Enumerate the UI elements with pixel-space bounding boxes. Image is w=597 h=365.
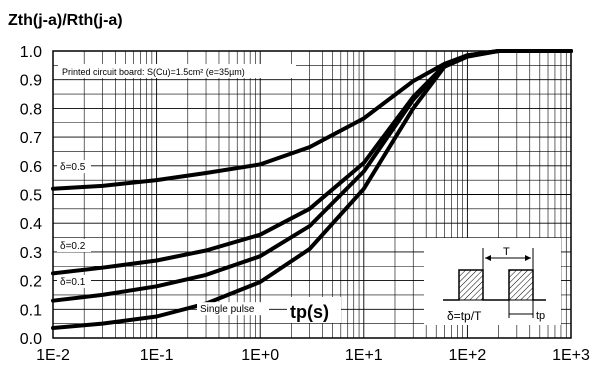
y-tick-label: 0.8 <box>20 101 42 118</box>
series-label: Single pulse <box>200 304 255 315</box>
y-tick-label: 0.1 <box>20 302 42 319</box>
y-tick-label: 1.0 <box>20 44 42 61</box>
y-tick-label: 0.0 <box>20 331 42 348</box>
x-tick-label: 1E+3 <box>552 347 590 364</box>
series-label-bg <box>57 160 91 174</box>
chart-title: Zth(j-a)/Rth(j-a) <box>8 12 123 29</box>
series-label-bg <box>57 239 91 253</box>
curves <box>51 49 573 330</box>
y-tick-label: 0.5 <box>20 188 42 205</box>
inset-duty-label: δ=tp/T <box>447 309 482 323</box>
series-label: δ=0.1 <box>60 277 86 288</box>
x-axis-label: tp(s) <box>287 297 341 323</box>
y-tick-label: 0.3 <box>20 245 42 262</box>
series-labels: δ=0.5 δ=0.2 δ=0.1 Single pulse <box>57 160 269 316</box>
x-tick-label: 1E-1 <box>140 347 174 364</box>
x-tick-label: 1E+0 <box>241 347 279 364</box>
series-label-bg <box>197 302 269 316</box>
duty-cycle-inset: T δ=tp/T tp <box>424 238 561 325</box>
x-tick-label: 1E+2 <box>448 347 486 364</box>
board-annotation: Printed circuit board: S(Cu)=1.5cm² (e=3… <box>58 64 296 78</box>
inset-pulse-label: tp <box>536 310 545 322</box>
series-line <box>51 49 573 330</box>
x-tick-label: 1E-2 <box>36 347 70 364</box>
x-axis-label-text: tp(s) <box>290 302 329 322</box>
series-label-bg <box>57 274 91 288</box>
board-annotation-text: Printed circuit board: S(Cu)=1.5cm² (e=3… <box>62 67 245 77</box>
y-tick-label: 0.9 <box>20 73 42 90</box>
y-tick-label: 0.7 <box>20 130 42 147</box>
tick-labels: 0.0 0.1 0.2 0.3 0.4 0.5 0.6 0.7 0.8 0.9 1.0 1E-2 1E-… <box>20 44 590 364</box>
inset-period-label: T <box>503 246 510 258</box>
series-label: δ=0.5 <box>60 162 86 173</box>
plot-frame <box>52 50 572 339</box>
y-tick-label: 0.2 <box>20 274 42 291</box>
y-tick-label: 0.6 <box>20 159 42 176</box>
series-label: δ=0.2 <box>60 241 86 252</box>
y-tick-label: 0.4 <box>20 216 42 233</box>
x-tick-label: 1E+1 <box>345 347 383 364</box>
